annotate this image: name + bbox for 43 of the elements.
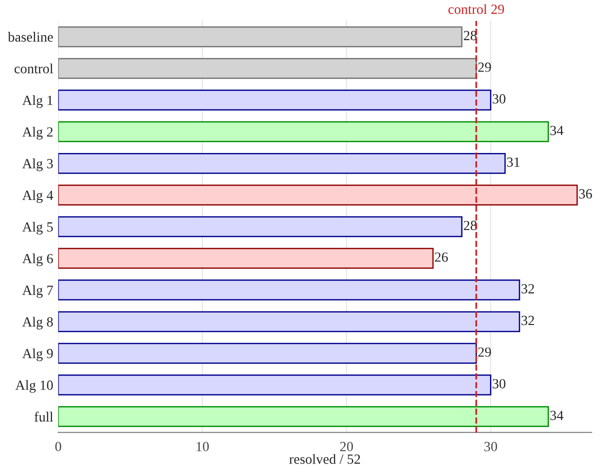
bar: [58, 248, 434, 269]
bar: [58, 184, 578, 206]
data-label: 29: [478, 62, 491, 72]
data-label: 34: [550, 410, 564, 420]
bar: [58, 121, 549, 142]
y-tick-label: Alg 3: [22, 158, 53, 172]
data-label: 30: [492, 94, 506, 104]
y-tick-label: Alg 4: [22, 190, 54, 203]
bar: [58, 58, 477, 79]
y-tick-label: Alg 9: [22, 348, 53, 362]
bar: [58, 152, 506, 174]
x-tick-label: 0: [55, 442, 62, 452]
bar: [58, 374, 492, 396]
data-label: 32: [522, 316, 534, 326]
data-label: 30: [492, 379, 506, 388]
data-label: 26: [434, 252, 448, 262]
bar: [58, 216, 462, 238]
y-tick-label: Alg 2: [22, 126, 53, 140]
bar: [58, 342, 477, 364]
y-tick-label: Alg 8: [22, 316, 53, 330]
y-tick-label: Alg 7: [22, 285, 53, 298]
y-tick-label: Alg 5: [22, 222, 53, 235]
x-tick-label: 20: [340, 442, 353, 452]
y-tick-label: Alg 6: [22, 254, 53, 266]
x-tick-label: 30: [484, 442, 498, 452]
bar: [58, 26, 462, 48]
y-tick-label: full: [34, 412, 54, 422]
bar: [58, 406, 549, 428]
bar: [58, 280, 520, 300]
data-label: 32: [522, 284, 534, 294]
data-label: 34: [550, 126, 564, 136]
y-tick-label: baseline: [8, 32, 53, 42]
data-label: 36: [579, 189, 592, 199]
x-tick-label: 10: [196, 442, 209, 452]
y-tick-label: Alg 10: [15, 380, 53, 393]
y-tick-label: control: [14, 64, 54, 74]
data-label: 31: [507, 158, 520, 167]
data-label: 29: [478, 347, 491, 357]
y-tick-label: Alg 1: [22, 95, 53, 108]
ref-line-label: control 29: [448, 4, 504, 14]
x-axis-title: resolved / 52: [289, 454, 360, 464]
bar: [58, 311, 520, 332]
bar: [58, 90, 492, 111]
